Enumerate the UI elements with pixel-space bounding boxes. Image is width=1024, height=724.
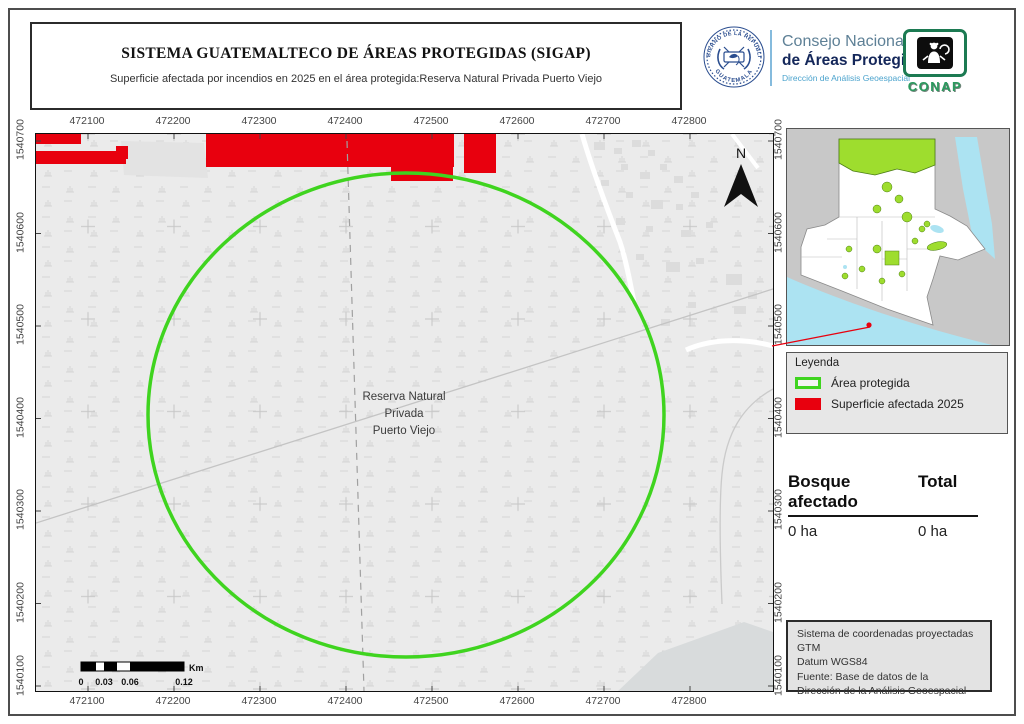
axis-label: 472700 bbox=[585, 115, 621, 127]
credits-box: Sistema de coordenadas proyectadas GTM D… bbox=[786, 620, 992, 697]
axis-label: 1540600 bbox=[14, 211, 27, 253]
stats-header-total: Total bbox=[918, 472, 958, 491]
lake-atitlan bbox=[843, 265, 847, 269]
page-title: SISTEMA GUATEMALTECO DE ÁREAS PROTEGIDAS… bbox=[121, 44, 591, 62]
legend-item: Superficie afectada 2025 bbox=[795, 397, 999, 411]
stats-header-row: Bosque afectado Total bbox=[788, 472, 978, 517]
axis-label: 472100 bbox=[69, 695, 105, 707]
axis-label: 1540600 bbox=[772, 211, 785, 253]
scale-tick-0: 0 bbox=[78, 677, 83, 687]
affected-area-swatch bbox=[795, 398, 821, 410]
axis-label: 472500 bbox=[413, 695, 449, 707]
legend-item-label: Área protegida bbox=[831, 376, 910, 390]
axis-label: 1540100 bbox=[772, 655, 785, 696]
affected-area-polygons bbox=[36, 134, 496, 181]
pacific-ocean bbox=[787, 277, 992, 345]
protected-area-boundary bbox=[146, 171, 666, 659]
parcel-dashed-line bbox=[346, 140, 365, 691]
axis-label: 472300 bbox=[241, 115, 277, 127]
axis-label: 1540300 bbox=[772, 489, 785, 530]
brand-text-block: Consejo Nacional de Áreas Protegidas Dir… bbox=[782, 33, 932, 83]
stats-value-row: 0 ha 0 ha bbox=[788, 517, 978, 540]
axis-label: 472400 bbox=[327, 115, 363, 127]
axis-label: 1540400 bbox=[14, 396, 27, 438]
protected-areas-blobs bbox=[841, 181, 948, 285]
area-label-line3: Puerto Viejo bbox=[373, 425, 435, 437]
protected-areas-north bbox=[838, 138, 936, 176]
axis-label: 472600 bbox=[499, 115, 535, 127]
axis-label: 472800 bbox=[671, 115, 707, 127]
shaded-area-polygon bbox=[618, 622, 773, 691]
frame-tick-marks bbox=[36, 134, 773, 691]
header-box: SISTEMA GUATEMALTECO DE ÁREAS PROTEGIDAS… bbox=[30, 22, 682, 110]
axis-label: 472700 bbox=[585, 695, 621, 707]
location-dot bbox=[866, 322, 872, 328]
axis-label: 1540500 bbox=[14, 304, 27, 345]
axis-label: 472200 bbox=[155, 115, 191, 127]
stats-table: Bosque afectado Total 0 ha 0 ha bbox=[788, 472, 978, 540]
org-name-line1: Consejo Nacional bbox=[782, 33, 908, 50]
area-label-line1: Reserva Natural bbox=[362, 391, 445, 403]
legend-box: Leyenda Área protegida Superficie afecta… bbox=[786, 352, 1008, 434]
axis-label: 1540700 bbox=[14, 119, 27, 160]
credits-line: Sistema de coordenadas proyectadas bbox=[797, 628, 974, 640]
area-label-line2: Privada bbox=[385, 408, 425, 420]
axis-label: 472800 bbox=[671, 695, 707, 707]
axis-label: 1540400 bbox=[772, 396, 785, 438]
axis-label: 1540200 bbox=[14, 581, 27, 623]
location-leader-line bbox=[771, 326, 871, 347]
legend-item: Área protegida bbox=[795, 376, 999, 390]
protected-area-label: Reserva Natural Privada Puerto Viejo bbox=[362, 391, 445, 437]
north-arrow-icon: N bbox=[724, 145, 758, 207]
credits-line: GTM bbox=[797, 642, 821, 655]
brand-divider bbox=[770, 30, 772, 86]
stats-value-total: 0 ha bbox=[918, 523, 948, 540]
axis-label: 1540200 bbox=[772, 581, 785, 623]
axis-label: 472200 bbox=[155, 695, 191, 707]
page-border bbox=[8, 8, 1016, 716]
scale-tick-2: 0.06 bbox=[121, 677, 139, 687]
scale-tick-1: 0.03 bbox=[95, 677, 113, 687]
stats-value-bosque: 0 ha bbox=[788, 523, 818, 540]
org-name-line2: de Áreas Protegidas bbox=[782, 51, 932, 69]
axis-label: 1540100 bbox=[14, 655, 27, 696]
credits-line: Datum WGS84 bbox=[797, 656, 868, 669]
axis-label: 1540700 bbox=[772, 119, 785, 160]
axis-label: 472400 bbox=[327, 695, 363, 707]
seal-emblem-icon bbox=[717, 46, 751, 70]
main-map: Reserva Natural Privada Puerto Viejo N K… bbox=[35, 133, 774, 692]
scale-ticks: 0 0.03 0.06 0.12 bbox=[78, 677, 192, 687]
axis-label: 472300 bbox=[241, 695, 277, 707]
scale-unit: Km bbox=[189, 663, 204, 673]
credits-line: Fuente: Base de datos de la bbox=[797, 670, 929, 683]
protected-area-swatch bbox=[795, 377, 821, 389]
conap-logo: CONAP bbox=[903, 29, 967, 94]
scale-tick-3: 0.12 bbox=[175, 677, 193, 687]
caribbean-sea bbox=[955, 137, 995, 259]
inset-country-map bbox=[786, 128, 1010, 346]
field-polygon bbox=[121, 141, 208, 178]
scale-bar: Km 0 0.03 0.06 0.12 bbox=[78, 661, 204, 687]
stats-header-bosque: Bosque afectado bbox=[788, 472, 858, 511]
legend-item-label: Superficie afectada 2025 bbox=[831, 397, 964, 411]
government-seal-icon: GOBIERNO DE LA REPÚBLICA GUATEMALA bbox=[702, 25, 765, 88]
conap-monkey-icon bbox=[917, 37, 953, 69]
org-subunit: Dirección de Análisis Geoespacial bbox=[782, 72, 911, 83]
lake-izabal bbox=[930, 225, 944, 233]
axis-label: 472100 bbox=[69, 115, 105, 127]
credits-line: Dirección de la Análisis Geoespacial bbox=[797, 684, 967, 697]
legend-title: Leyenda bbox=[795, 357, 840, 369]
page-subtitle: Superficie afectada por incendios en 202… bbox=[109, 72, 603, 85]
curved-road-line bbox=[719, 388, 773, 605]
axis-label: 472600 bbox=[499, 695, 535, 707]
axis-label: 1540300 bbox=[14, 489, 27, 530]
axis-label: 472500 bbox=[413, 115, 449, 127]
roads-white bbox=[579, 134, 773, 353]
conap-label: CONAP bbox=[907, 79, 963, 94]
north-label: N bbox=[736, 145, 746, 161]
conap-emblem-box bbox=[903, 29, 967, 77]
